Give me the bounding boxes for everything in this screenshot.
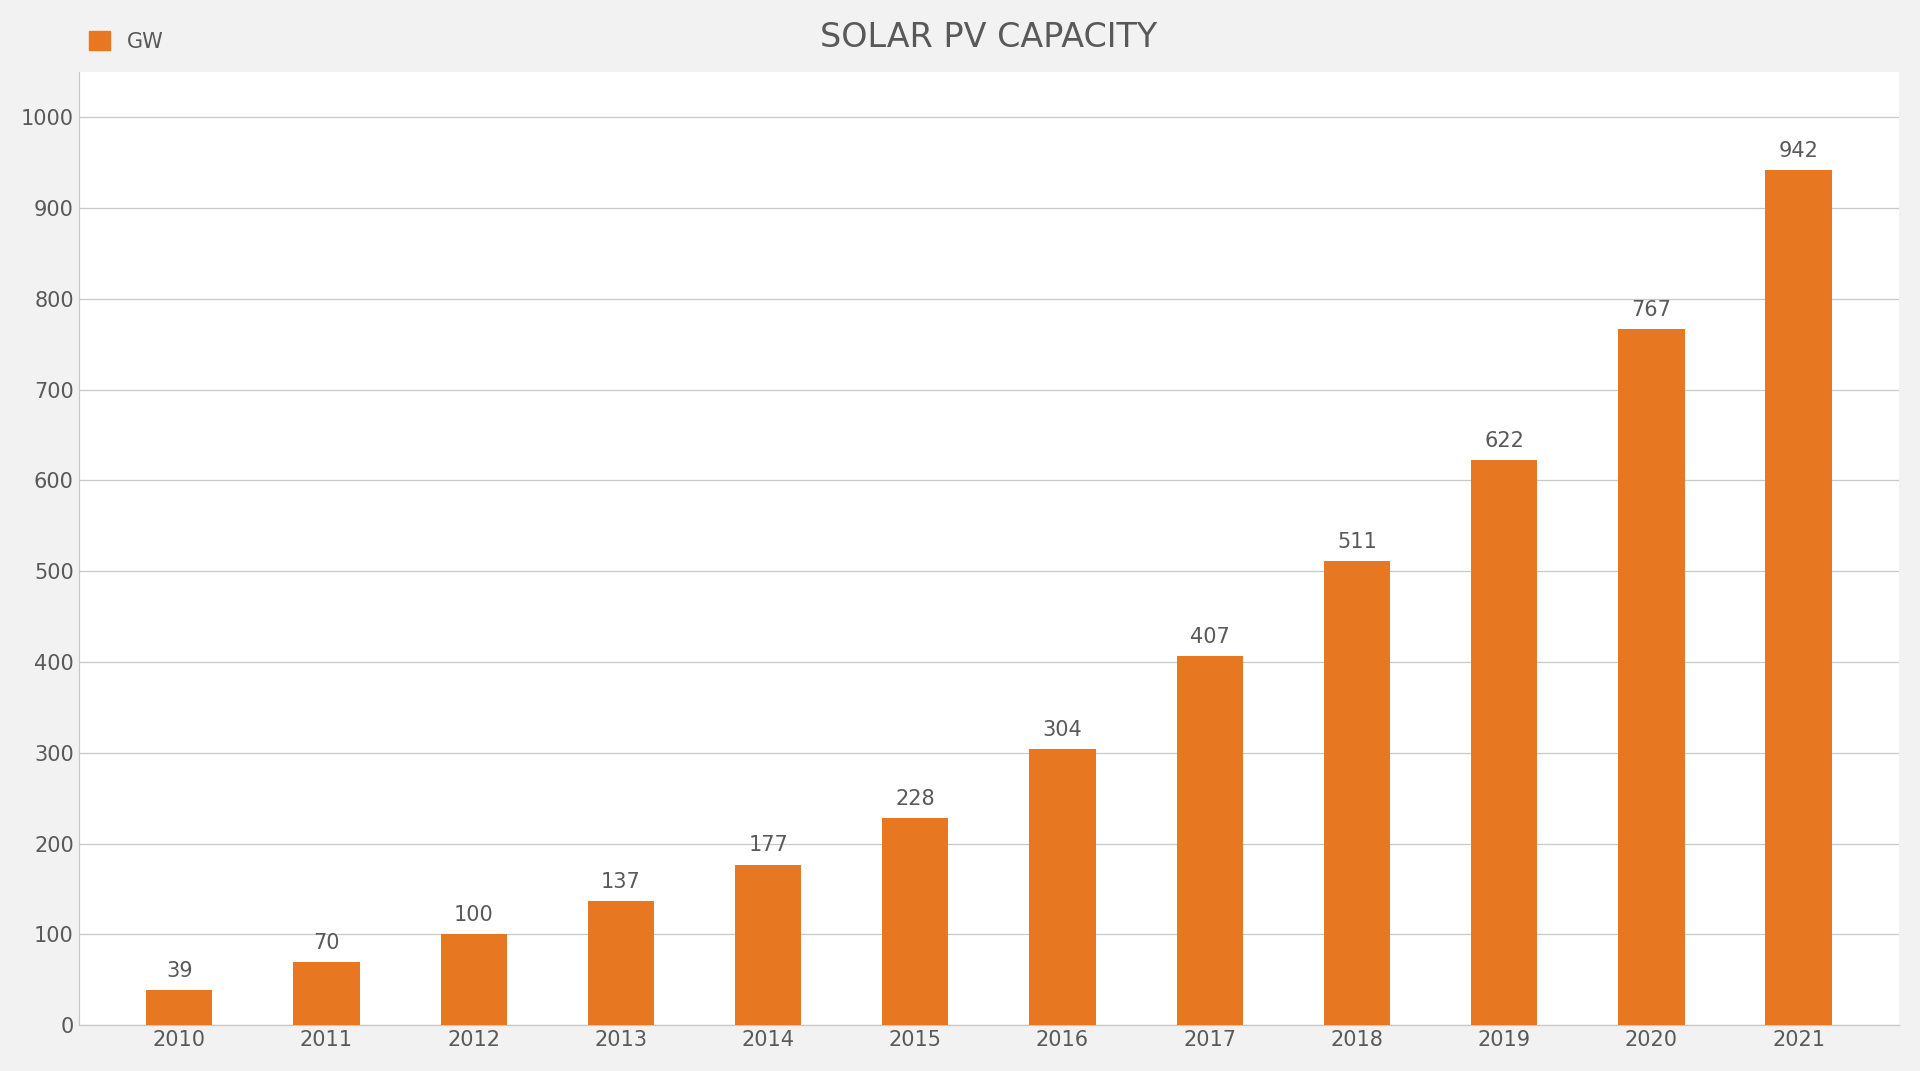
Text: 70: 70 [313,933,340,953]
Bar [1471,461,1538,1025]
Bar [146,990,213,1025]
Bar [294,962,359,1025]
Legend: GW: GW [88,31,163,51]
Text: 942: 942 [1778,140,1818,161]
Bar [735,864,801,1025]
Bar [881,818,948,1025]
Text: 511: 511 [1336,532,1377,553]
Title: SOLAR PV CAPACITY: SOLAR PV CAPACITY [820,20,1158,54]
Bar [1766,170,1832,1025]
Text: 304: 304 [1043,720,1083,740]
Bar [440,935,507,1025]
Text: 228: 228 [895,789,935,810]
Text: 137: 137 [601,872,641,892]
Text: 767: 767 [1632,300,1670,320]
Text: 622: 622 [1484,432,1524,451]
Bar [1177,655,1242,1025]
Text: 100: 100 [453,905,493,925]
Bar [588,901,655,1025]
Text: 39: 39 [165,961,192,981]
Text: 407: 407 [1190,627,1229,647]
Bar [1619,329,1684,1025]
Text: 177: 177 [749,835,787,856]
Bar [1029,750,1096,1025]
Bar [1325,561,1390,1025]
